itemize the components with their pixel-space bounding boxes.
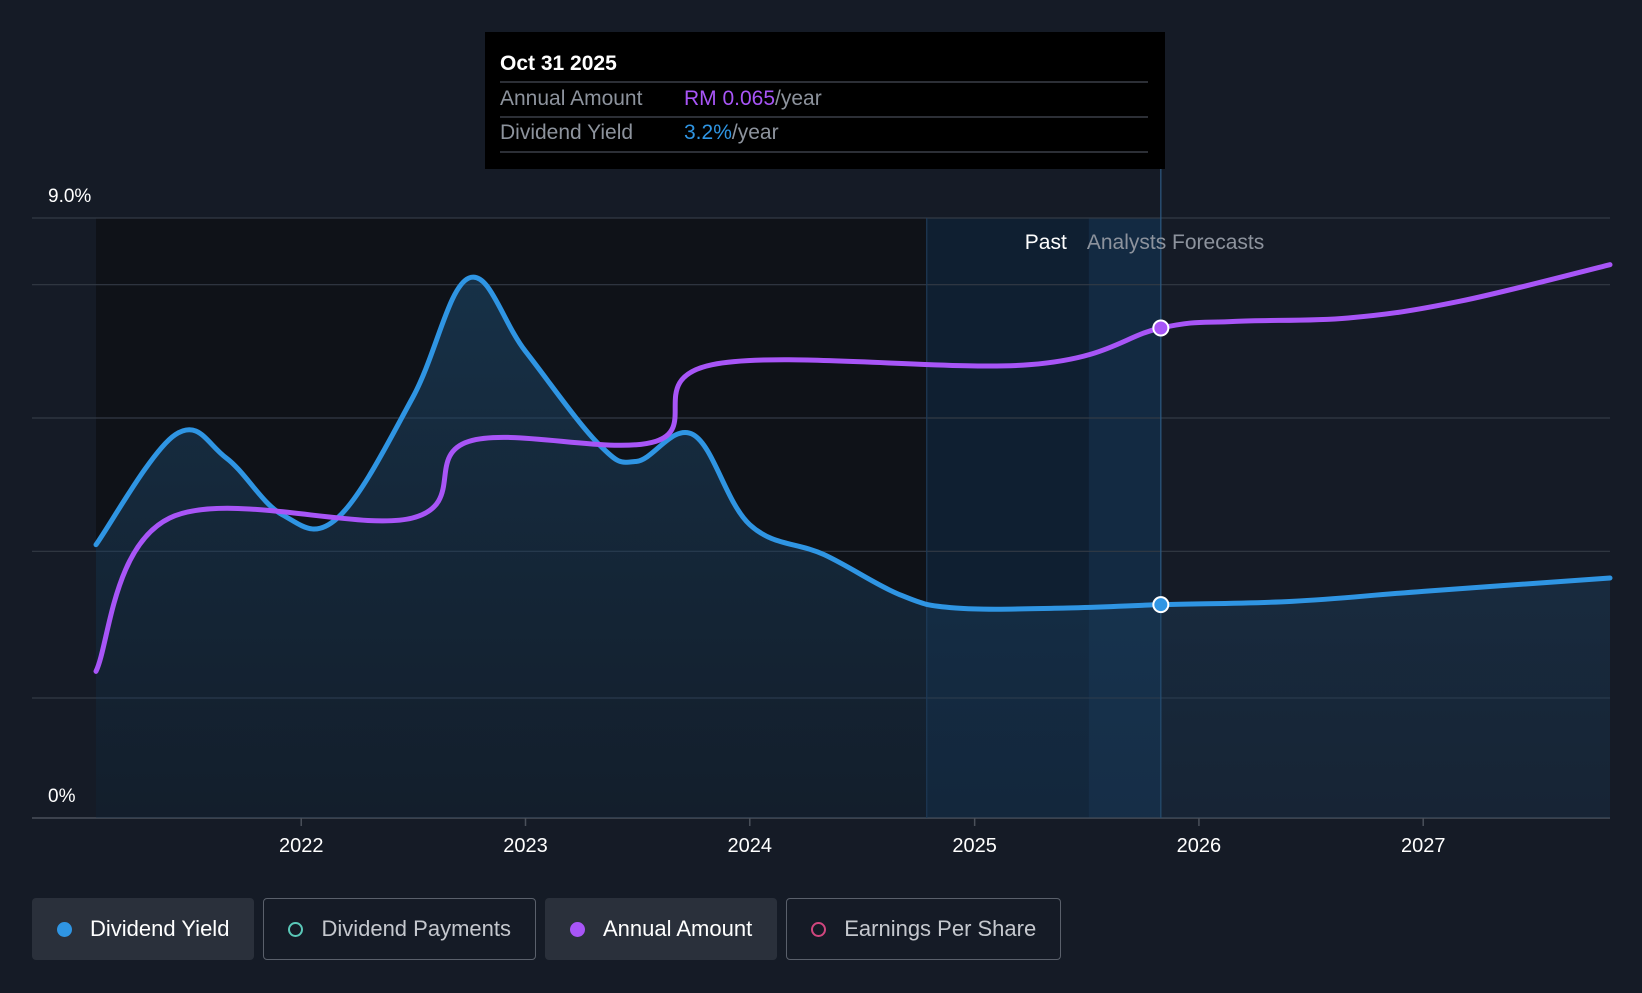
tooltip-date: Oct 31 2025 bbox=[500, 52, 617, 75]
legend-earnings-per-share-ring-icon bbox=[811, 921, 827, 937]
legend-annual-amount-label: Annual Amount bbox=[602, 916, 753, 941]
tooltip-dividend-yield-label: Dividend Yield bbox=[500, 121, 633, 144]
y-tick-label: 0% bbox=[48, 786, 76, 807]
legend-earnings-per-share-label: Earnings Per Share bbox=[844, 916, 1037, 941]
chart-legend: Dividend Yield Dividend Payments Annual … bbox=[32, 898, 1062, 960]
annual-amount-marker bbox=[1152, 319, 1170, 337]
x-tick-label: 2025 bbox=[952, 835, 997, 857]
annual-amount-line bbox=[93, 262, 1613, 674]
dividend-yield-marker bbox=[1152, 596, 1170, 614]
legend-annual-amount-dot-icon bbox=[569, 921, 585, 937]
tooltip-annual-amount-unit: /year bbox=[775, 87, 822, 110]
tooltip-background bbox=[485, 32, 1165, 169]
past-region-label: Past bbox=[1025, 231, 1067, 254]
tooltip-annual-amount-number: RM 0.065 bbox=[684, 87, 775, 110]
dividend-yield-area bbox=[96, 277, 1610, 819]
legend-dividend-yield-dot-icon bbox=[57, 921, 72, 937]
legend-dividend-payments-ring-icon bbox=[288, 921, 304, 937]
tooltip-annual-amount-label: Annual Amount bbox=[500, 87, 643, 110]
chart-tooltip: Oct 31 2025 Annual Amount RM 0.065/year … bbox=[485, 32, 1165, 169]
legend-dividend-payments-label: Dividend Payments bbox=[321, 916, 511, 941]
tooltip-dividend-yield-number: 3.2% bbox=[684, 121, 732, 144]
tooltip-dividend-yield-unit: /year bbox=[732, 121, 779, 144]
legend-dividend-yield-label: Dividend Yield bbox=[90, 916, 230, 941]
forecast-region-label: Analysts Forecasts bbox=[1087, 231, 1264, 254]
dividend-yield-line bbox=[93, 274, 1613, 612]
legend-dividend-payments-button[interactable]: Dividend Payments bbox=[263, 898, 536, 960]
x-tick-label: 2026 bbox=[1177, 835, 1222, 857]
x-tick-label: 2024 bbox=[728, 835, 773, 857]
legend-earnings-per-share-button[interactable]: Earnings Per Share bbox=[786, 898, 1062, 960]
x-tick-label: 2027 bbox=[1401, 835, 1446, 857]
x-tick-label: 2022 bbox=[279, 835, 324, 857]
y-tick-label: 9.0% bbox=[48, 186, 91, 207]
x-tick-label: 2023 bbox=[503, 835, 548, 857]
legend-dividend-yield-button[interactable]: Dividend Yield bbox=[32, 898, 255, 960]
tooltip-dividend-yield-value: 3.2%/year bbox=[684, 121, 779, 144]
legend-annual-amount-button[interactable]: Annual Amount bbox=[544, 898, 778, 960]
tooltip-annual-amount-value: RM 0.065/year bbox=[684, 87, 822, 110]
